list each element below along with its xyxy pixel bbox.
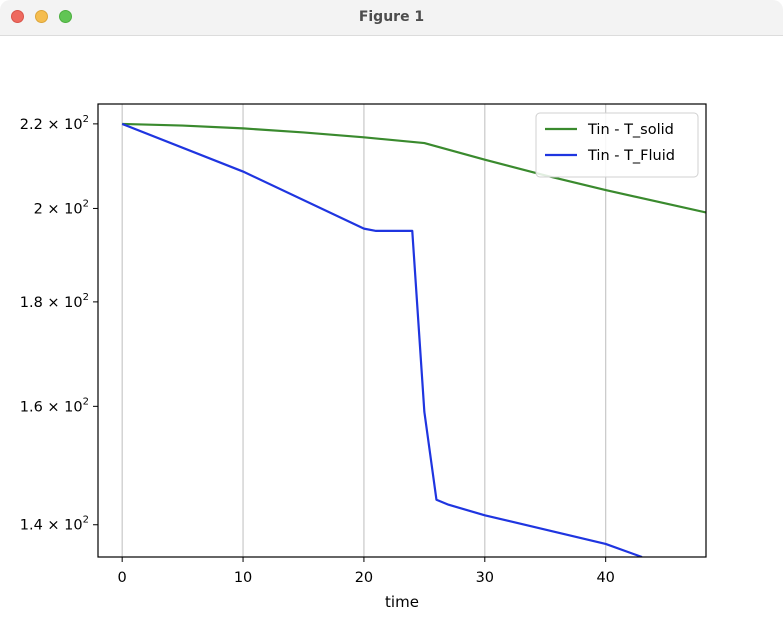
minimize-window-button[interactable]	[35, 10, 48, 23]
y-tick-label: 1.6 × 102	[20, 396, 89, 415]
y-tick-label: 1.8 × 102	[20, 292, 89, 311]
close-window-button[interactable]	[11, 10, 24, 23]
x-tick-label: 0	[118, 570, 127, 586]
x-tick-label: 30	[476, 570, 494, 586]
x-axis: 0 10 20 30 40	[118, 557, 615, 586]
x-tick-label: 10	[234, 570, 252, 586]
y-tick-label: 2.2 × 102	[20, 114, 89, 133]
x-axis-label: time	[385, 593, 419, 611]
zoom-window-button[interactable]	[59, 10, 72, 23]
series-layer	[121, 122, 706, 557]
x-tick-label: 20	[355, 570, 373, 586]
series-line-1	[122, 122, 706, 214]
x-tick-label: 40	[596, 570, 614, 586]
grid-layer	[121, 104, 607, 557]
figure-canvas: 0 10 20 30 40 2.2 × 102 2 × 102 1.8 × 102 1.6 ×…	[0, 36, 783, 620]
legend-label: Tin - T_Fluid	[587, 148, 675, 164]
series-line-2	[121, 122, 643, 557]
legend: Tin - T_solid Tin - T_Fluid	[535, 112, 699, 178]
plot-frame	[97, 103, 707, 558]
y-tick-label: 1.4 × 102	[20, 515, 89, 534]
window-title: Figure 1	[358, 9, 425, 25]
line-chart: 0 10 20 30 40 2.2 × 102 2 × 102 1.8 × 102 1.6 ×…	[20, 103, 707, 611]
y-tick-label: 2 × 102	[34, 198, 89, 217]
legend-label: Tin - T_solid	[587, 122, 674, 138]
title-bar: Figure 1	[0, 0, 783, 36]
y-axis: 2.2 × 102 2 × 102 1.8 × 102 1.6 × 102 1.4 × …	[20, 114, 98, 534]
